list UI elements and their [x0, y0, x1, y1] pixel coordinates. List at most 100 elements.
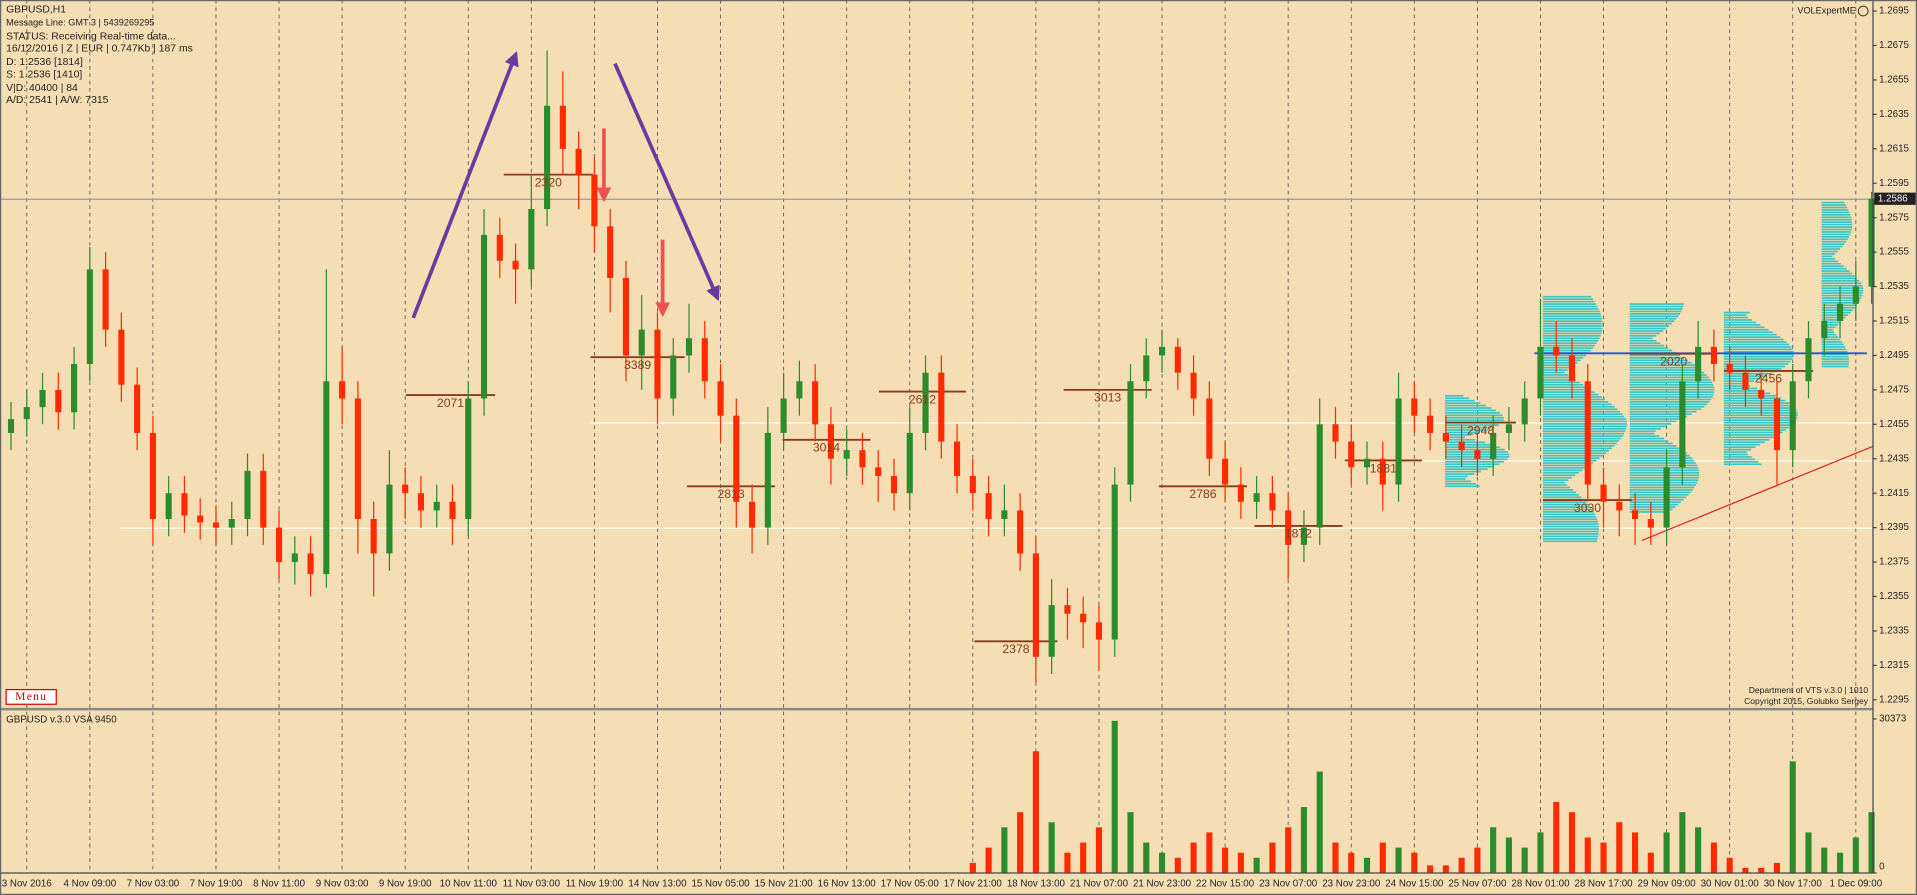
volume-bar	[1632, 832, 1639, 873]
volume-profile-bar	[1445, 438, 1476, 441]
volume-profile-bar	[1723, 326, 1765, 329]
volume-profile-bar	[1723, 321, 1757, 324]
volume-profile-bar	[1542, 361, 1578, 364]
volume-profile-bar	[1629, 349, 1673, 352]
volume-profile-bar	[1542, 432, 1625, 435]
menu-button[interactable]: Menu	[5, 688, 57, 705]
candles-layer	[7, 50, 1875, 873]
x-tick-label: 11 Nov 19:00	[566, 879, 624, 890]
menu-box[interactable]	[5, 688, 57, 705]
volume-profile-bar	[1723, 460, 1759, 463]
volume-profile-bar	[1629, 398, 1712, 401]
volume-profile-bar	[1821, 297, 1862, 299]
trend-line	[1641, 445, 1874, 541]
volume-profile-bar	[1723, 387, 1758, 390]
candle-body	[1348, 441, 1355, 468]
volume-bar	[1663, 832, 1670, 873]
volume-profile-bar	[1542, 415, 1625, 418]
volume-profile-bar	[1821, 360, 1850, 363]
volume-profile-bar	[1542, 528, 1599, 530]
y-tick-label: 1.2375	[1879, 557, 1909, 568]
level-label: 2456	[1755, 372, 1782, 386]
volume-profile-bar	[1542, 457, 1600, 459]
level-label: 3030	[1574, 501, 1601, 515]
candle-body	[875, 467, 882, 476]
x-tick-label: 7 Nov 03:00	[127, 879, 180, 890]
candle-body	[71, 364, 78, 413]
volume-profile-bar	[1723, 360, 1791, 363]
volume-profile-bar	[1821, 350, 1848, 353]
volume-profile-bar	[1821, 314, 1849, 316]
candle-body	[827, 424, 834, 459]
candle-body	[7, 419, 15, 433]
y-tick-label: 1.2335	[1879, 626, 1909, 637]
candle-body	[812, 381, 819, 425]
volume-profile-bar	[1445, 416, 1504, 419]
volume-profile-bar	[1445, 402, 1481, 404]
candle-body	[1316, 424, 1323, 528]
volume-profile-bar	[1723, 338, 1784, 341]
volume-profile-bar	[1821, 257, 1836, 260]
volume-bar	[1064, 852, 1071, 873]
candle-body	[197, 515, 204, 523]
candle-body	[244, 470, 251, 520]
volume-profile-bar	[1542, 369, 1568, 371]
volume-profile-bar	[1821, 267, 1847, 270]
volume-profile-bar	[1723, 409, 1797, 412]
level-label: 3014	[813, 441, 840, 455]
x-tick-label: 4 Nov 09:00	[64, 879, 117, 890]
volume-profile-bar	[1629, 498, 1684, 501]
volume-profile-bar	[1723, 311, 1750, 314]
volume-profile-bar	[1629, 415, 1687, 418]
volume-profile-bar	[1445, 458, 1508, 461]
candle-body	[1095, 622, 1103, 640]
x-tick-label: 17 Nov 05:00	[881, 879, 940, 890]
candle-body	[1758, 389, 1765, 399]
smiley-icon	[1857, 5, 1869, 17]
volume-tick-label: 30373	[1879, 714, 1906, 725]
volume-bar	[1190, 842, 1197, 873]
volume-profile-bar	[1629, 435, 1660, 437]
volume-bar	[1332, 842, 1339, 873]
volume-bar	[1442, 865, 1449, 873]
x-tick-label: 22 Nov 15:00	[1196, 879, 1255, 890]
volume-profile-bar	[1445, 470, 1482, 473]
volume-profile-bar	[1821, 341, 1843, 343]
volume-profile-bar	[1629, 459, 1695, 462]
volume-bar	[1017, 812, 1024, 873]
volume-profile-bar	[1629, 322, 1672, 325]
y-tick-label: 1.2455	[1879, 419, 1909, 430]
volume-bar	[1474, 847, 1481, 873]
volume-profile-bar	[1821, 363, 1849, 365]
volume-bar	[985, 847, 992, 873]
x-tick-label: 16 Nov 13:00	[818, 879, 877, 890]
volume-profile-bar	[1629, 442, 1673, 445]
candle-body	[1222, 458, 1229, 485]
volume-profile-bar	[1821, 365, 1849, 368]
volume-profile-bar	[1821, 221, 1853, 224]
volume-profile-bar	[1723, 426, 1790, 429]
volume-title: GBPUSD v.3.0 VSA 9450	[6, 715, 117, 726]
x-tick-label: 7 Nov 19:00	[190, 879, 243, 890]
candle-body	[275, 527, 283, 563]
volume-bar	[1095, 827, 1103, 873]
volume-profile-bar	[1821, 226, 1853, 228]
volume-profile-bar	[1629, 337, 1653, 340]
x-tick-label: 10 Nov 11:00	[440, 879, 498, 890]
volume-profile-bar	[1821, 338, 1841, 341]
volume-profile-bar	[1723, 346, 1792, 348]
volume-bar	[1726, 857, 1733, 873]
volume-profile-bar	[1542, 476, 1572, 479]
candle-body	[1521, 398, 1528, 425]
volume-bar	[1427, 865, 1434, 873]
volume-profile-bar	[1542, 513, 1596, 516]
volume-profile-bar	[1821, 292, 1863, 294]
x-tick-label: 23 Nov 23:00	[1322, 879, 1381, 890]
volume-bar	[1758, 867, 1765, 873]
volume-profile-bar	[1542, 467, 1586, 469]
volume-profile-bar	[1629, 418, 1682, 420]
menu-label[interactable]: Menu	[15, 690, 47, 703]
volume-profile-bar	[1629, 393, 1714, 396]
volume-profile-bar	[1542, 464, 1590, 467]
